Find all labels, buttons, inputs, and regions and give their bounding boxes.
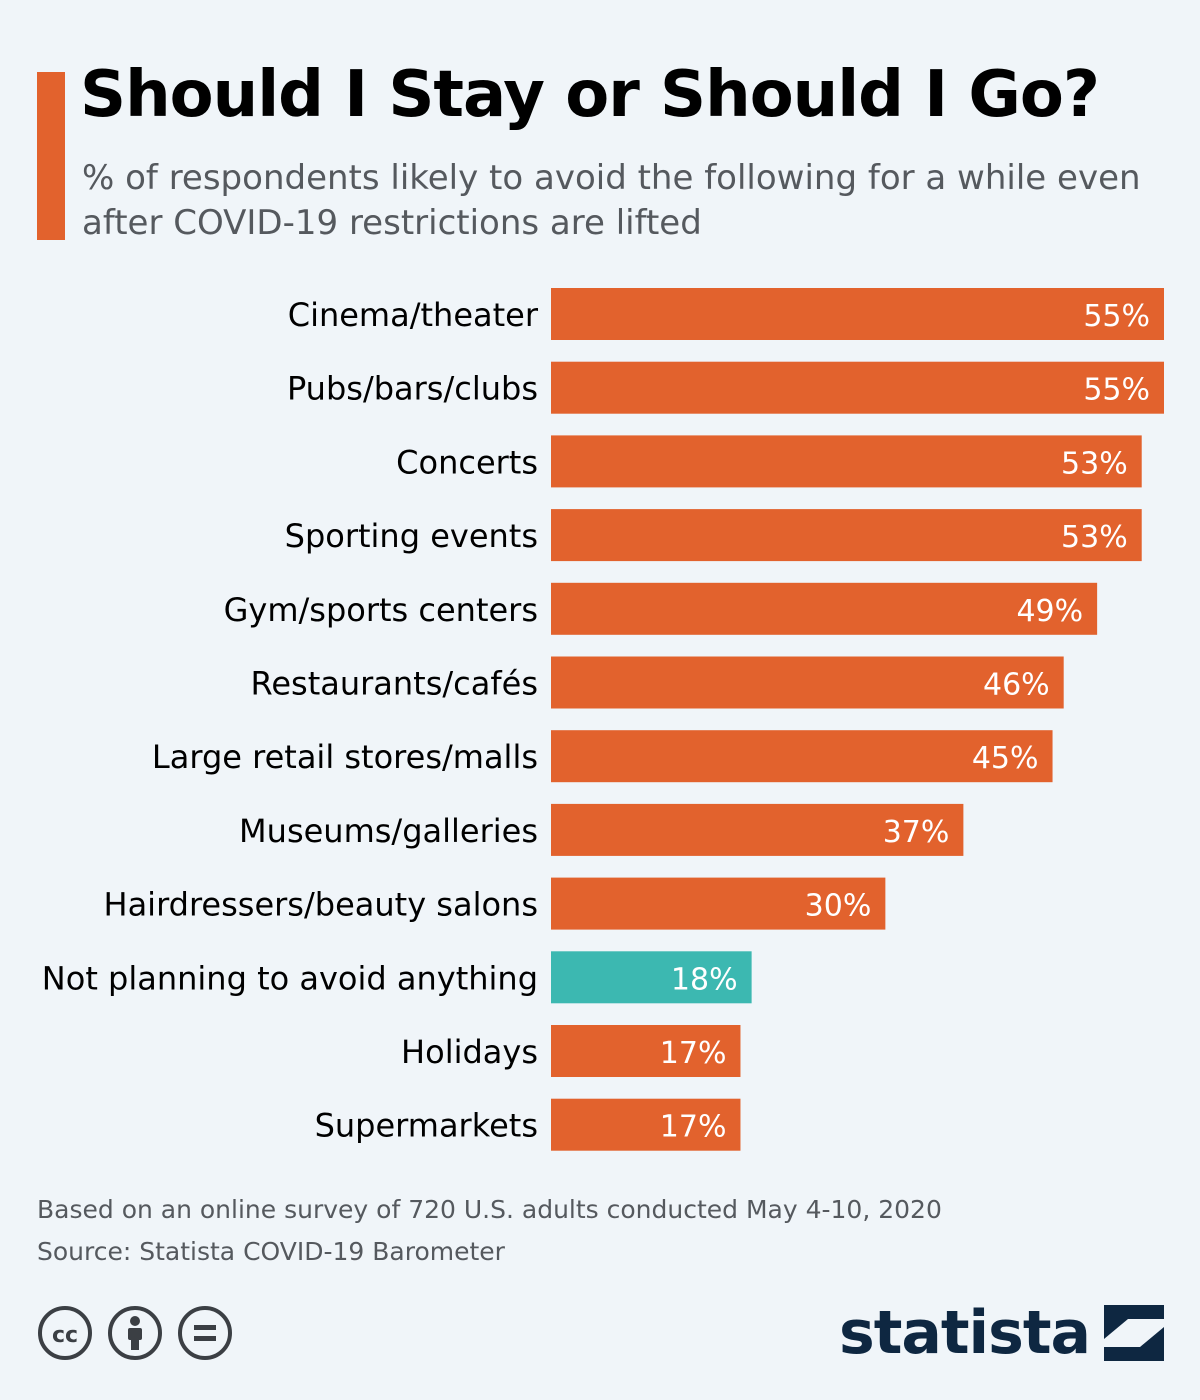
- no-derivatives-icon[interactable]: [177, 1305, 233, 1361]
- value-label: 49%: [1016, 594, 1083, 629]
- logo-text: statista: [838, 1298, 1091, 1368]
- license-icons: cc: [37, 1305, 233, 1361]
- bar: [551, 877, 886, 930]
- category-label: Museums/galleries: [239, 812, 538, 850]
- bar: [551, 803, 964, 856]
- category-label: Large retail stores/malls: [152, 738, 538, 776]
- attribution-icon[interactable]: [107, 1305, 163, 1361]
- value-label: 55%: [1083, 299, 1150, 334]
- bar: [551, 361, 1164, 414]
- category-label: Pubs/bars/clubs: [287, 370, 538, 408]
- value-label: 18%: [671, 962, 738, 997]
- bar: [551, 951, 752, 1004]
- value-label: 17%: [660, 1110, 727, 1145]
- cc-icon[interactable]: cc: [37, 1305, 93, 1361]
- value-label: 53%: [1061, 520, 1128, 555]
- category-label: Concerts: [396, 443, 538, 481]
- category-label: Gym/sports centers: [224, 591, 538, 629]
- accent-bar: [37, 72, 65, 240]
- category-label: Holidays: [401, 1033, 538, 1071]
- category-label: Not planning to avoid anything: [42, 959, 538, 997]
- bar: [551, 1025, 741, 1077]
- value-label: 37%: [883, 815, 950, 850]
- bar-chart: Cinema/theater 55% Pubs/bars/clubs 55% Conce…: [42, 288, 1164, 1151]
- value-label: 45%: [972, 741, 1039, 776]
- page-title: Should I Stay or Should I Go?: [80, 58, 1100, 132]
- bar: [551, 582, 1098, 635]
- bar: [551, 509, 1142, 562]
- value-label: 46%: [983, 668, 1050, 703]
- source-note: Source: Statista COVID-19 Barometer: [37, 1237, 505, 1266]
- bar: [551, 656, 1064, 709]
- page-subtitle: % of respondents likely to avoid the fol…: [82, 158, 1141, 243]
- value-label: 53%: [1061, 446, 1128, 481]
- category-label: Supermarkets: [315, 1107, 538, 1145]
- value-label: 55%: [1083, 373, 1150, 408]
- bar: [551, 435, 1142, 488]
- category-label: Restaurants/cafés: [251, 665, 538, 703]
- bar: [551, 1098, 741, 1151]
- category-label: Sporting events: [285, 517, 538, 555]
- footnote: Based on an online survey of 720 U.S. ad…: [37, 1189, 942, 1273]
- category-label: Hairdressers/beauty salons: [104, 886, 539, 924]
- survey-note: Based on an online survey of 720 U.S. ad…: [37, 1195, 942, 1224]
- value-label: 17%: [660, 1036, 727, 1071]
- value-label: 30%: [805, 889, 872, 924]
- bar: [551, 730, 1053, 783]
- category-label: Cinema/theater: [288, 296, 539, 334]
- svg-text:cc: cc: [52, 1323, 78, 1348]
- statista-logo-icon: [1104, 1305, 1164, 1361]
- statista-logo[interactable]: statista: [839, 1298, 1164, 1368]
- bar: [551, 288, 1164, 340]
